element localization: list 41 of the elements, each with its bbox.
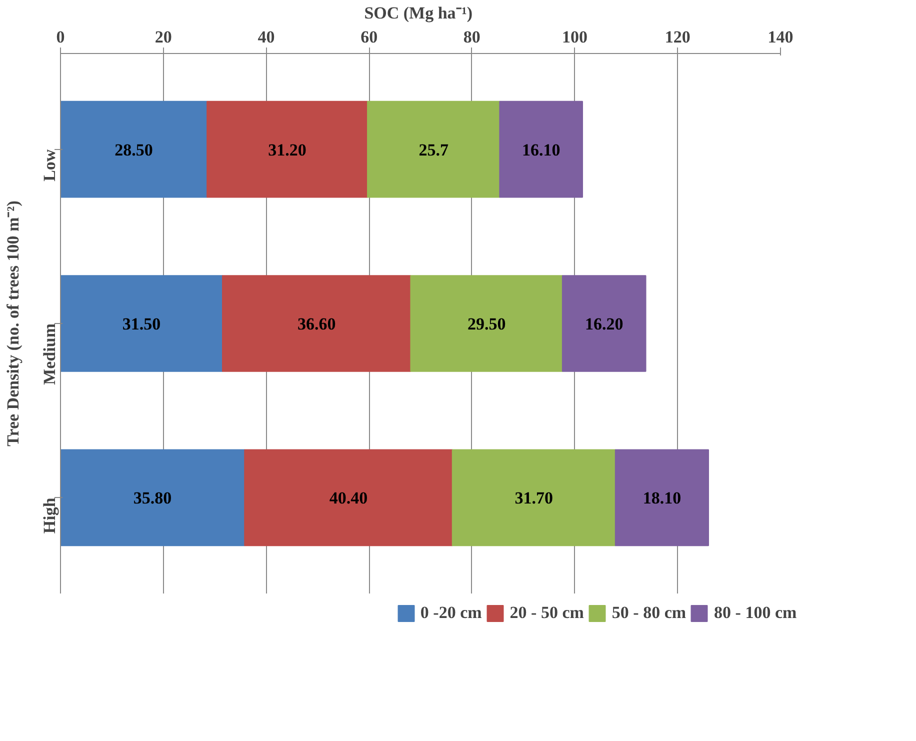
bar <box>222 275 412 372</box>
y-tick-label: High <box>40 497 59 534</box>
y-tick-label: Low <box>40 148 59 182</box>
bar <box>244 449 453 546</box>
data-label: 25.7 <box>418 140 449 160</box>
x-tick-label: 0 <box>56 28 65 46</box>
x-tick-label: 60 <box>360 28 378 46</box>
bar <box>367 100 500 198</box>
data-label: 31.20 <box>268 140 306 160</box>
legend-label: 0 -20 cm <box>420 603 482 623</box>
y-axis-title: Tree Density (no. of trees 100 m⁻²) <box>4 200 22 446</box>
bar <box>206 100 368 198</box>
x-tick-label: 140 <box>768 28 794 46</box>
bar <box>562 275 646 372</box>
x-tick-label: 20 <box>154 28 172 46</box>
legend-label: 80 - 100 cm <box>714 603 797 623</box>
x-tick-label: 120 <box>664 28 690 46</box>
data-label: 29.50 <box>467 314 506 334</box>
x-tick-label: 100 <box>562 28 588 46</box>
legend-label: 20 - 50 cm <box>510 603 584 623</box>
bar <box>60 275 223 372</box>
data-label: 40.40 <box>329 488 368 508</box>
x-tick-label: 40 <box>258 28 275 46</box>
bar <box>60 100 208 198</box>
data-label: 31.50 <box>122 314 161 334</box>
x-axis-title: SOC (Mg ha⁻¹) <box>364 4 473 22</box>
legend-label: 50 - 80 cm <box>612 603 686 623</box>
data-label: 36.60 <box>297 314 336 334</box>
bar <box>410 275 563 372</box>
x-tick-label: 80 <box>463 28 480 46</box>
data-label: 35.80 <box>133 488 172 508</box>
data-label: 16.20 <box>584 314 624 334</box>
bar <box>614 449 709 546</box>
data-label: 18.10 <box>642 488 682 508</box>
data-label: 28.50 <box>114 140 153 160</box>
data-label: 31.70 <box>514 488 554 508</box>
data-label: 16.10 <box>522 140 560 160</box>
bar <box>452 449 616 546</box>
bar <box>499 100 583 198</box>
bar <box>60 449 246 546</box>
y-tick-label: Medium <box>40 323 59 385</box>
